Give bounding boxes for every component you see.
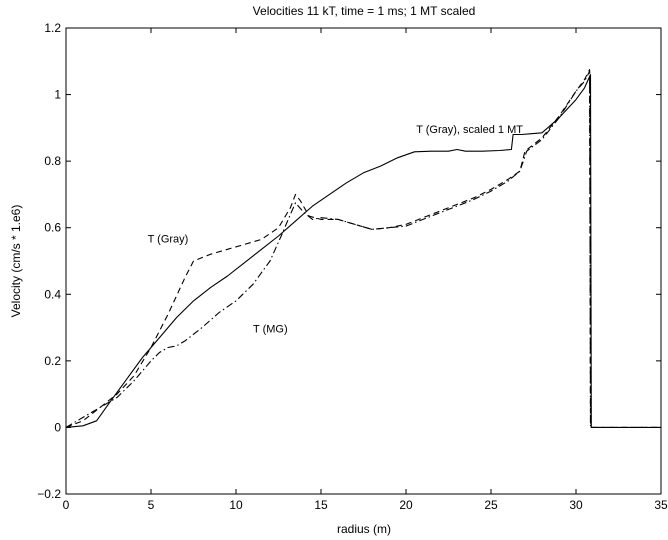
series-line — [65, 74, 661, 428]
x-tick-label: 30 — [569, 498, 583, 512]
annotation-label: T (Gray), scaled 1 MT — [416, 124, 523, 136]
axis-ticks: 0 5 10 15 20 25 30 35−0.200.20.40.60.811.2 — [37, 21, 668, 512]
y-tick-label: 1 — [54, 88, 61, 102]
y-tick-label: 1.2 — [44, 21, 61, 35]
series-layer — [65, 69, 661, 428]
annotation-label: T (Gray) — [148, 234, 189, 246]
series-line — [65, 69, 661, 428]
annotation-label: T (MG) — [253, 324, 288, 336]
x-axis-label: radius (m) — [337, 522, 391, 536]
x-tick-label: 15 — [314, 498, 328, 512]
x-tick-label: 35 — [654, 498, 668, 512]
y-tick-label: 0.8 — [44, 154, 61, 168]
x-tick-label: 0 — [63, 498, 70, 512]
chart-title: Velocities 11 kT, time = 1 ms; 1 MT scal… — [253, 4, 476, 18]
x-tick-label: 20 — [399, 498, 413, 512]
series-line — [65, 70, 661, 428]
annotation-layer: T (Gray), scaled 1 MT T (Gray) T (MG) — [148, 124, 524, 336]
x-tick-label: 10 — [229, 498, 243, 512]
y-tick-label: 0.2 — [44, 354, 61, 368]
y-axis-label: Velocity (cm/s * 1.e6) — [9, 205, 23, 318]
y-tick-label: 0.4 — [44, 287, 61, 301]
x-tick-label: 5 — [148, 498, 155, 512]
y-tick-label: −0.2 — [37, 487, 61, 501]
y-tick-label: 0.6 — [44, 221, 61, 235]
y-tick-label: 0 — [54, 420, 61, 434]
plot-frame — [65, 27, 662, 495]
x-tick-label: 25 — [484, 498, 498, 512]
